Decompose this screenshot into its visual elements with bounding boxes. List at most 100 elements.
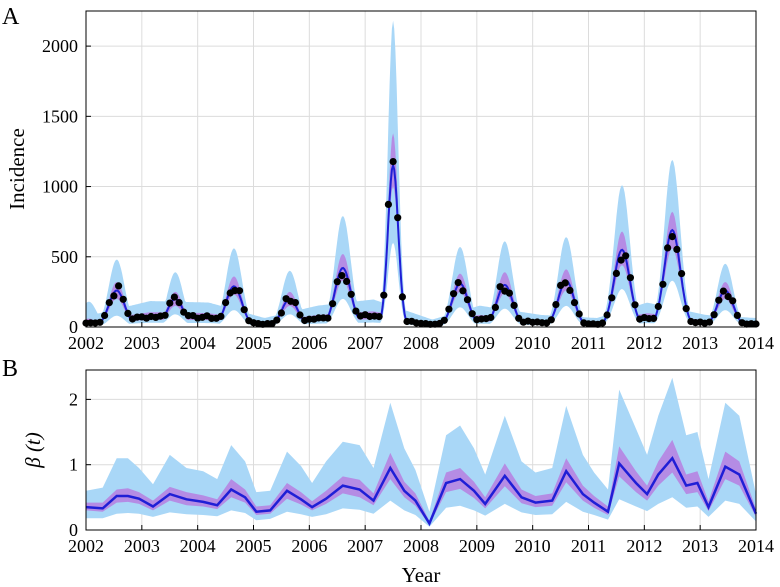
panel-a-observed-point bbox=[622, 252, 630, 260]
panel-a-observed-point bbox=[626, 274, 635, 282]
panel-a-ytick-label-2000: 2000 bbox=[42, 36, 78, 56]
panel-a-observed-point bbox=[561, 279, 569, 287]
panel-a-observed-point bbox=[552, 301, 560, 309]
panel-a-observed-point bbox=[575, 310, 583, 318]
panel-a-observed-point bbox=[617, 256, 625, 264]
panel-a-observed-point bbox=[566, 286, 574, 294]
panel-a-observed-point bbox=[352, 307, 360, 315]
panel-a-observed-point bbox=[487, 313, 495, 322]
panel-a-observed-point bbox=[668, 233, 676, 241]
panel-a-observed-point bbox=[650, 314, 658, 322]
panel-a-observed-point bbox=[343, 277, 351, 285]
panel-a-xtick-label-2010: 2010 bbox=[515, 333, 551, 353]
panel-b-xtick-label-2013: 2013 bbox=[682, 536, 718, 556]
panel-a-observed-point bbox=[124, 309, 132, 317]
panel-a-observed-point bbox=[547, 316, 555, 324]
panel-a-observed-point bbox=[510, 301, 518, 309]
panel-a-observed-point bbox=[398, 293, 406, 301]
panel-b-xtick-label-2003: 2003 bbox=[124, 536, 160, 556]
panel-b: B 2002 2003 2004 2005 2006 2007 2008 2009 2010 20… bbox=[2, 356, 774, 587]
panel-a-observed-point bbox=[296, 311, 304, 319]
panel-a-observed-point bbox=[705, 318, 714, 326]
panel-b-xtick-label-2009: 2009 bbox=[459, 536, 495, 556]
panel-a-observed-point bbox=[682, 305, 690, 313]
panel-a-observed-points bbox=[82, 158, 760, 328]
panel-b-ytick-label-0: 0 bbox=[69, 520, 78, 540]
panel-a-ticks: 2002 2003 2004 2005 2006 2007 2008 2009 2010 2011… bbox=[42, 36, 774, 353]
panel-a-observed-point bbox=[608, 294, 616, 302]
panel-b-median-line bbox=[85, 455, 758, 527]
panel-a-xtick-label-2002: 2002 bbox=[68, 333, 104, 353]
panel-a-observed-point bbox=[664, 244, 672, 252]
panel-a-xtick-label-2008: 2008 bbox=[403, 333, 439, 353]
panel-b-xtick-label-2005: 2005 bbox=[236, 536, 272, 556]
panel-a-grid bbox=[85, 11, 757, 328]
panel-a-observed-point bbox=[570, 299, 579, 307]
panel-b-bands bbox=[86, 377, 756, 527]
panel-a-observed-point bbox=[101, 311, 109, 320]
panel-a-observed-point bbox=[678, 270, 686, 278]
panel-a-observed-point bbox=[673, 245, 681, 253]
panel-a-xtick-label-2006: 2006 bbox=[291, 333, 327, 353]
panel-b-xtick-label-2007: 2007 bbox=[347, 536, 383, 556]
panel-b-xtick-label-2010: 2010 bbox=[515, 536, 551, 556]
panel-a-observed-point bbox=[324, 314, 332, 322]
panel-a-observed-point bbox=[222, 299, 230, 307]
panel-a-observed-point bbox=[380, 291, 388, 299]
panel-a-observed-point bbox=[115, 282, 123, 290]
panel-a-observed-point bbox=[375, 313, 383, 321]
panel-b-xtick-label-2011: 2011 bbox=[571, 536, 606, 556]
panel-a-observed-point bbox=[161, 311, 169, 319]
panel-a-observed-point bbox=[733, 311, 742, 319]
panel-a-observed-point bbox=[491, 303, 499, 311]
panel-a-ytick-label-0: 0 bbox=[69, 317, 78, 337]
panel-a-observed-point bbox=[463, 296, 472, 304]
panel-a-observed-point bbox=[654, 302, 662, 311]
panel-a-observed-point bbox=[715, 296, 723, 304]
panel-b-ytick-label-2: 2 bbox=[69, 389, 78, 409]
panel-b-xtick-label-2006: 2006 bbox=[291, 536, 327, 556]
panel-a-ytick-label-1000: 1000 bbox=[42, 177, 78, 197]
panel-a-observed-point bbox=[631, 301, 639, 309]
panel-a-observed-point bbox=[333, 278, 341, 286]
panel-a: A 2002 2003 2004 2005 2006 2007 2008 2009 2010 20… bbox=[2, 4, 774, 353]
panel-a-observed-point bbox=[105, 299, 113, 307]
panel-a-observed-point bbox=[505, 289, 513, 297]
panel-a-xtick-label-2007: 2007 bbox=[347, 333, 383, 353]
panel-b-xtick-label-2008: 2008 bbox=[403, 536, 439, 556]
panel-a-xtick-label-2011: 2011 bbox=[571, 333, 606, 353]
panel-a-observed-point bbox=[612, 269, 621, 277]
panel-b-ytick-label-1: 1 bbox=[69, 455, 78, 475]
panel-a-observed-point bbox=[175, 299, 183, 307]
panel-a-observed-point bbox=[277, 309, 285, 317]
panel-a-observed-point bbox=[119, 295, 127, 303]
panel-a-xtick-label-2003: 2003 bbox=[124, 333, 160, 353]
panel-b-band-95 bbox=[86, 377, 756, 527]
panel-a-observed-point bbox=[454, 279, 462, 287]
panel-a-observed-point bbox=[659, 280, 667, 288]
panel-a-xtick-label-2009: 2009 bbox=[459, 333, 495, 353]
panel-b-letter: B bbox=[2, 356, 18, 382]
panel-b-xtick-label-2004: 2004 bbox=[180, 536, 216, 556]
panel-a-xtick-label-2004: 2004 bbox=[180, 333, 216, 353]
panel-a-observed-point bbox=[459, 287, 467, 295]
panel-a-observed-point bbox=[468, 310, 476, 318]
panel-a-xtick-label-2012: 2012 bbox=[626, 333, 662, 353]
panel-b-xtick-label-2002: 2002 bbox=[68, 536, 104, 556]
panel-a-xtick-label-2014: 2014 bbox=[738, 333, 774, 353]
panel-a-ytick-label-1500: 1500 bbox=[42, 106, 78, 126]
panel-b-band-50 bbox=[86, 439, 756, 525]
panel-a-observed-point bbox=[291, 299, 299, 307]
panel-b-median-path bbox=[85, 455, 758, 527]
panel-a-observed-point bbox=[384, 200, 392, 208]
panel-a-observed-point bbox=[440, 316, 448, 324]
panel-a-ytick-label-500: 500 bbox=[51, 247, 78, 267]
panel-a-xtick-label-2005: 2005 bbox=[236, 333, 272, 353]
panel-a-observed-point bbox=[235, 287, 244, 295]
panel-a-observed-point bbox=[110, 292, 118, 300]
panel-a-observed-point bbox=[598, 319, 607, 327]
panel-b-ticks: 2002 2003 2004 2005 2006 2007 2008 2009 2010 2011… bbox=[68, 389, 774, 556]
panel-a-ylabel: Incidence bbox=[5, 128, 29, 210]
panel-a-xtick-label-2013: 2013 bbox=[682, 333, 718, 353]
